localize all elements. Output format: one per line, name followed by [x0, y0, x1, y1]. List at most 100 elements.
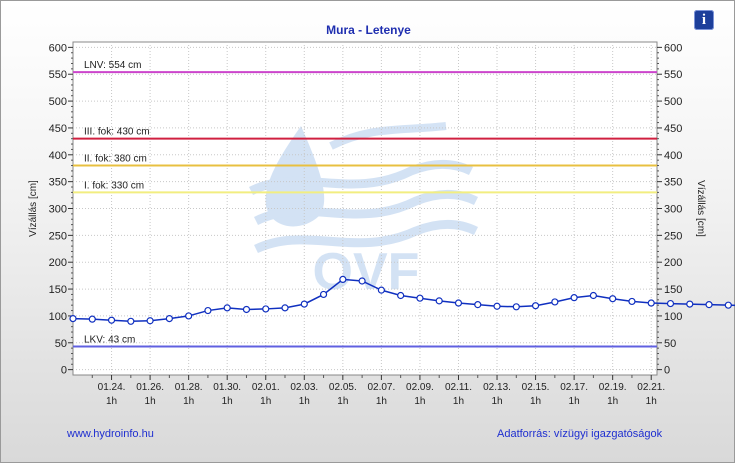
- data-point: [107, 316, 116, 324]
- data-point: [416, 294, 424, 302]
- data-point: [88, 315, 96, 323]
- y-axis-label-right: Vízállás [cm]: [695, 180, 706, 237]
- y-tick-label: 400: [49, 150, 67, 162]
- y-tick-label: 550: [49, 69, 67, 81]
- x-tick-sublabel: 1h: [414, 396, 425, 407]
- data-point: [339, 275, 347, 283]
- y-tick-label-right: 0: [664, 365, 670, 377]
- x-tick-label: 01.26.: [136, 382, 164, 393]
- x-tick-sublabel: 1h: [106, 396, 117, 407]
- data-point: [223, 304, 231, 312]
- y-tick-label: 0: [61, 365, 67, 377]
- x-tick-label: 02.17.: [560, 382, 588, 393]
- watermark-drop: [265, 126, 325, 227]
- x-tick-sublabel: 1h: [569, 396, 580, 407]
- x-tick-sublabel: 1h: [376, 396, 387, 407]
- data-point: [512, 303, 520, 311]
- data-point: [127, 317, 135, 325]
- y-tick-label: 100: [49, 311, 67, 323]
- y-axis-label: Vízállás [cm]: [28, 180, 39, 237]
- y-tick-label-right: 50: [664, 338, 676, 350]
- x-tick-label: 01.24.: [98, 382, 126, 393]
- data-point: [551, 298, 559, 306]
- data-point: [377, 286, 385, 294]
- x-tick-sublabel: 1h: [530, 396, 541, 407]
- data-point: [666, 299, 675, 308]
- x-tick-label: 02.15.: [522, 382, 550, 393]
- data-point: [262, 305, 270, 313]
- x-tick-sublabel: 1h: [260, 396, 271, 407]
- y-tick-label: 300: [49, 204, 67, 216]
- y-tick-label-right: 450: [664, 123, 682, 135]
- data-point: [397, 291, 405, 300]
- x-tick-label: 02.09.: [406, 382, 434, 393]
- data-point: [185, 312, 193, 320]
- x-tick-label: 02.03.: [290, 382, 318, 393]
- y-tick-label: 250: [49, 230, 67, 242]
- data-point: [609, 295, 617, 303]
- y-tick-label: 350: [49, 177, 67, 189]
- x-tick-sublabel: 1h: [453, 396, 464, 407]
- y-tick-label-right: 150: [664, 284, 682, 296]
- y-tick-label: 150: [49, 284, 67, 296]
- y-tick-label-right: 200: [664, 257, 682, 269]
- x-tick-label: 02.07.: [367, 382, 395, 393]
- data-point: [454, 299, 463, 307]
- y-tick-label-right: 300: [664, 204, 682, 216]
- y-tick-label: 200: [49, 257, 67, 269]
- threshold-label: LNV: 554 cm: [84, 60, 141, 71]
- x-tick-sublabel: 1h: [491, 396, 502, 407]
- data-point: [281, 304, 289, 312]
- y-tick-label-right: 100: [664, 311, 682, 323]
- data-point: [300, 300, 308, 308]
- x-tick-label: 02.13.: [483, 382, 511, 393]
- x-tick-sublabel: 1h: [222, 396, 233, 407]
- y-tick-label-right: 550: [664, 69, 682, 81]
- x-tick-sublabel: 1h: [337, 396, 348, 407]
- data-point: [319, 290, 328, 299]
- data-point: [69, 315, 77, 323]
- watermark-wave: [329, 122, 447, 150]
- y-tick-label: 600: [49, 42, 67, 54]
- data-point: [358, 277, 366, 285]
- y-tick-label-right: 350: [664, 177, 682, 189]
- x-tick-sublabel: 1h: [145, 396, 156, 407]
- data-point: [204, 306, 212, 315]
- x-tick-label: 02.05.: [329, 382, 357, 393]
- y-tick-label-right: 400: [664, 150, 682, 162]
- y-tick-label-right: 500: [664, 96, 682, 108]
- watermark-wave: [254, 219, 479, 254]
- data-point: [628, 297, 636, 306]
- data-point: [165, 315, 173, 323]
- threshold-label: I. fok: 330 cm: [84, 180, 144, 191]
- threshold-label: LKV: 43 cm: [84, 335, 135, 346]
- x-tick-label: 01.28.: [175, 382, 203, 393]
- x-tick-label: 02.21.: [637, 382, 665, 393]
- info-icon[interactable]: i: [694, 10, 714, 30]
- x-tick-label: 01.30.: [213, 382, 241, 393]
- x-tick-sublabel: 1h: [183, 396, 194, 407]
- threshold-label: II. fok: 380 cm: [84, 154, 147, 165]
- y-tick-label: 50: [55, 338, 67, 350]
- data-point: [570, 294, 578, 302]
- data-source-text: Adatforrás: vízügyi igazgatóságok: [497, 428, 663, 440]
- x-tick-label: 02.11.: [445, 382, 472, 393]
- x-tick-sublabel: 1h: [646, 396, 657, 407]
- data-point: [242, 305, 251, 314]
- data-point: [493, 302, 501, 310]
- data-point: [474, 301, 482, 309]
- data-point: [146, 317, 154, 325]
- data-point: [705, 301, 713, 309]
- website-link[interactable]: www.hydroinfo.hu: [67, 428, 154, 440]
- data-point: [647, 299, 655, 307]
- x-tick-sublabel: 1h: [299, 396, 310, 407]
- y-tick-label-right: 250: [664, 230, 682, 242]
- watermark-text: OVF: [313, 243, 420, 301]
- y-tick-label: 500: [49, 96, 67, 108]
- chart-title: Mura - Letenye: [326, 23, 411, 37]
- data-point: [589, 291, 597, 300]
- threshold-label: III. fok: 430 cm: [84, 127, 150, 138]
- data-point: [686, 300, 694, 308]
